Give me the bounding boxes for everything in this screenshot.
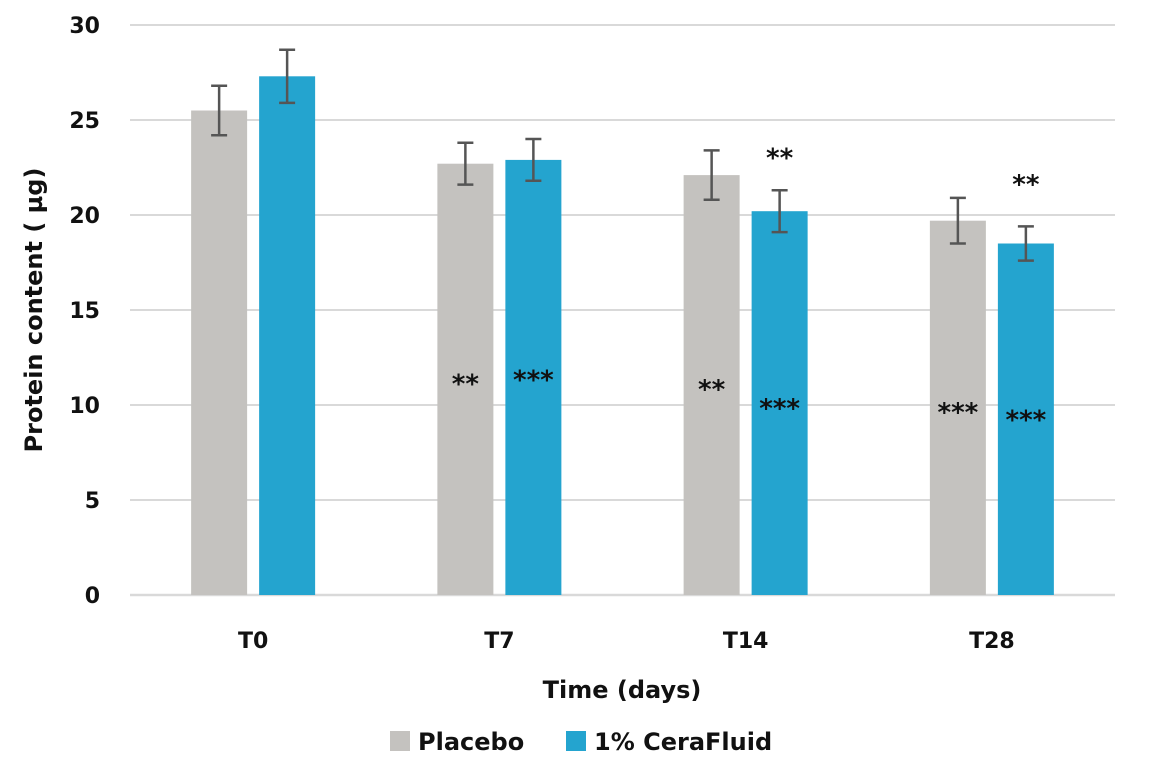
bar: [683, 175, 740, 595]
significance-label: **: [1012, 170, 1040, 200]
y-tick-label: 30: [69, 14, 100, 39]
bar: [437, 163, 494, 595]
y-axis-ticks: 0 5 10 15 20 25 30: [69, 14, 100, 609]
bars: [191, 76, 1054, 596]
error-bars: [211, 48, 1034, 262]
significance-annotations: ** *** ***** *** *******: [452, 143, 1047, 435]
significance-label: **: [698, 375, 726, 405]
y-axis-title: Protein content ( µg): [20, 168, 48, 453]
legend-swatch: [566, 731, 586, 751]
significance-label: ***: [513, 366, 554, 396]
legend-label: 1% CeraFluid: [594, 728, 772, 756]
bar: [191, 110, 248, 595]
legend-swatch: [390, 731, 410, 751]
bar: [751, 211, 808, 595]
y-tick-label: 0: [85, 584, 100, 609]
y-tick-label: 10: [69, 394, 100, 419]
y-tick-label: 25: [69, 109, 100, 134]
bar: [259, 76, 316, 596]
bar: [997, 243, 1054, 595]
x-tick-label: T28: [969, 629, 1015, 654]
bar: [929, 220, 986, 595]
significance-label: **: [766, 143, 794, 173]
significance-label: ***: [937, 398, 978, 428]
significance-label: **: [452, 369, 480, 399]
x-axis-ticks: T0 T7 T14 T28: [238, 629, 1015, 654]
legend: Placebo 1% CeraFluid: [390, 728, 772, 756]
y-tick-label: 15: [69, 299, 100, 324]
legend-label: Placebo: [418, 728, 524, 756]
y-tick-label: 5: [85, 489, 100, 514]
y-tick-label: 20: [69, 204, 100, 229]
x-tick-label: T7: [484, 629, 514, 654]
bar: [505, 159, 562, 595]
x-tick-label: T14: [723, 629, 769, 654]
significance-label: ***: [1005, 406, 1046, 436]
x-axis-title: Time (days): [543, 676, 702, 704]
x-tick-label: T0: [238, 629, 268, 654]
significance-label: ***: [759, 394, 800, 424]
